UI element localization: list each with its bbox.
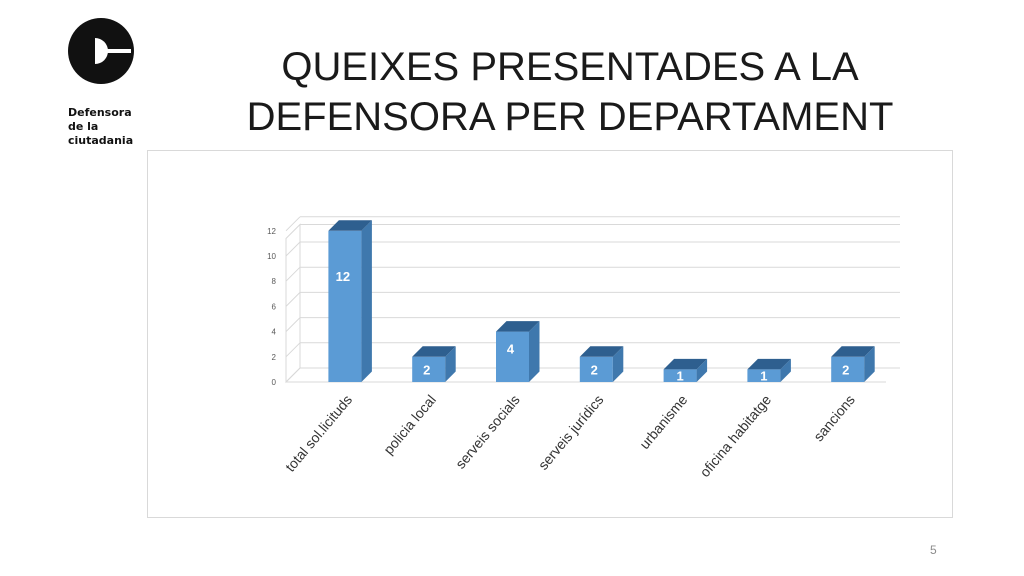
bar-side: [864, 346, 875, 382]
data-label: 12: [336, 269, 350, 284]
data-label: 4: [507, 342, 515, 357]
bar-top: [579, 346, 624, 357]
side-wall: [285, 223, 301, 384]
bar-top: [496, 321, 540, 332]
x-tick-label: serveis socials: [452, 392, 523, 472]
bar: [412, 356, 446, 382]
gridline-depth: [285, 241, 301, 257]
logo-line: de la: [68, 120, 99, 133]
x-tick-label: total sol.licituds: [282, 392, 355, 475]
page-number: 5: [930, 543, 937, 557]
bar: [579, 356, 613, 382]
bar-side: [445, 346, 456, 382]
y-tick-label: 10: [267, 252, 276, 261]
title-line-1: QUEIXES PRESENTADES A LA: [281, 45, 859, 89]
bar: [496, 331, 529, 382]
bar-top: [747, 358, 791, 370]
gridline-depth: [285, 317, 301, 332]
y-tick-label: 6: [272, 302, 277, 311]
slide-title: QUEIXES PRESENTADES A LA DEFENSORA PER D…: [200, 42, 940, 142]
chart-frame: [147, 150, 953, 518]
x-tick-label: serveis jurídics: [535, 392, 607, 473]
logo-line: Defensora: [68, 106, 132, 119]
x-tick-label: policia local: [380, 392, 439, 458]
y-tick-label: 12: [267, 227, 276, 236]
bar-side: [780, 358, 791, 382]
bar-top: [412, 346, 456, 357]
bar-side: [529, 321, 540, 382]
data-label: 2: [842, 362, 849, 377]
gridline-depth: [285, 292, 301, 307]
bar-top: [663, 358, 708, 370]
bar-side: [696, 358, 708, 382]
bar-top: [831, 346, 875, 357]
y-tick-label: 2: [272, 353, 277, 362]
defensora-logo-icon: [68, 18, 134, 84]
logo-text: Defensora de la ciutadania: [68, 106, 158, 148]
x-tick-label: sancions: [810, 392, 858, 445]
y-tick-label: 8: [272, 277, 277, 286]
bar: [328, 230, 362, 382]
y-tick-label: 4: [272, 328, 277, 337]
data-label: 1: [760, 369, 767, 384]
title-line-2: DEFENSORA PER DEPARTAMENT: [246, 95, 894, 139]
gridline-depth: [285, 216, 301, 232]
logo-line: ciutadania: [68, 134, 134, 147]
bar-side: [361, 220, 372, 382]
bar: [747, 369, 781, 382]
gridline-depth: [285, 342, 301, 358]
data-label: 1: [676, 369, 683, 384]
bar: [663, 369, 697, 382]
gridline-depth: [285, 367, 301, 383]
data-label: 2: [591, 362, 598, 377]
y-tick-label: 0: [272, 378, 277, 387]
bar-top: [328, 220, 372, 231]
gridline-depth: [285, 266, 301, 282]
data-label: 2: [423, 362, 430, 377]
bar: [831, 356, 865, 382]
bar-side: [612, 346, 624, 382]
x-tick-label: urbanisme: [636, 391, 690, 452]
x-tick-label: oficina habitatge: [696, 391, 774, 480]
